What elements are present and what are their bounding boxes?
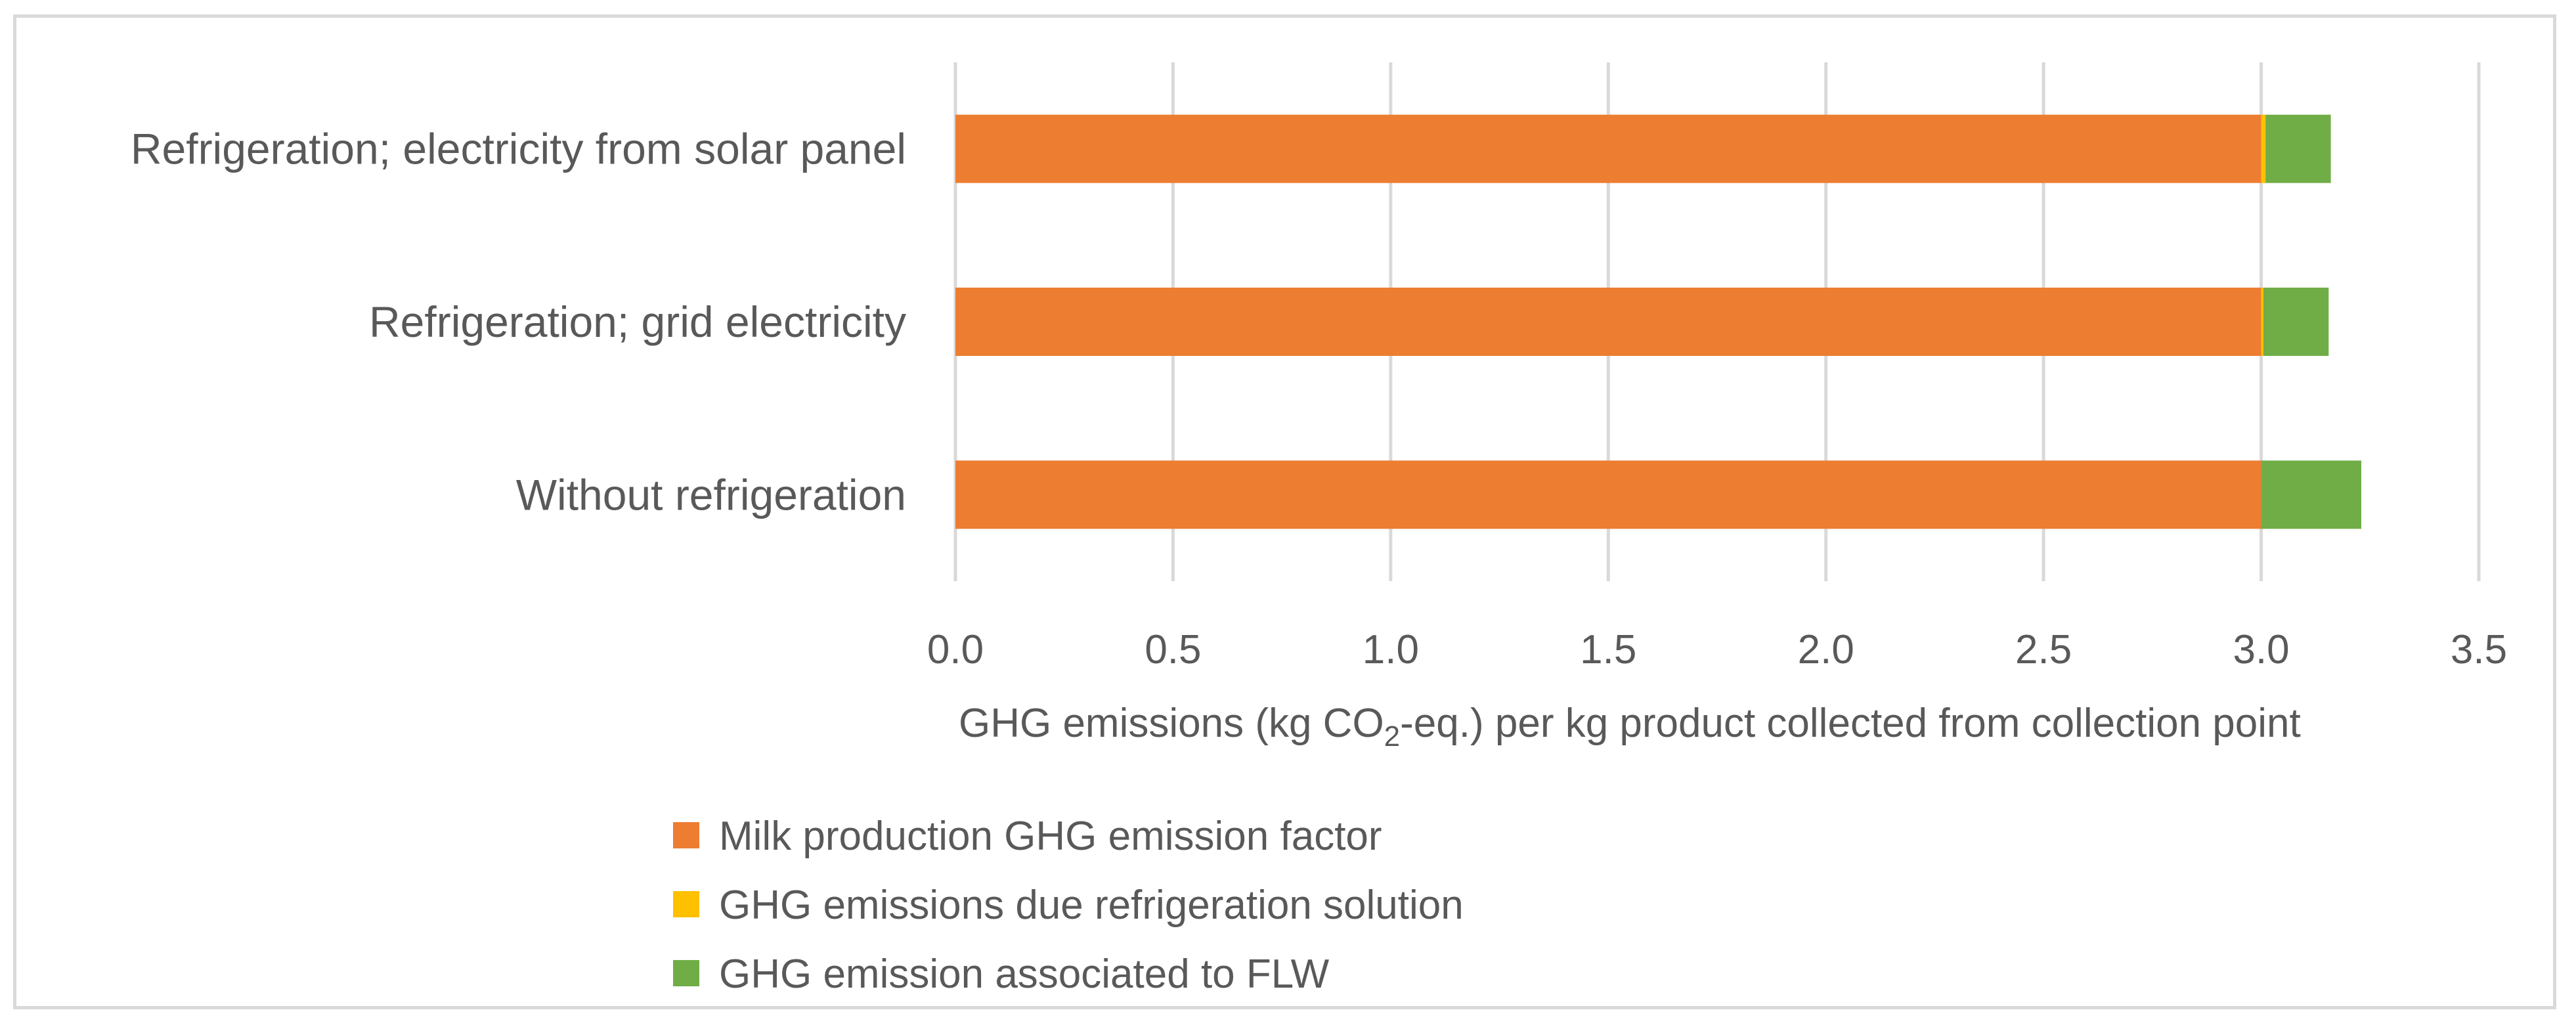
bar-segment-0-1 (2261, 114, 2266, 183)
legend-label-1: GHG emissions due refrigeration solution (719, 883, 1464, 928)
x-tick-label-2: 1.0 (1363, 627, 1419, 672)
x-tick-labels: 0.0 0.5 1.0 1.5 2.0 2.5 3.0 3.5 (927, 627, 2507, 672)
legend-swatch-1 (673, 891, 699, 917)
category-labels: Refrigeration; electricity from solar pa… (131, 125, 906, 519)
x-tick-label-7: 3.5 (2451, 627, 2507, 672)
bar-segment-0-0 (955, 114, 2261, 183)
legend-swatch-0 (673, 822, 699, 848)
legend-swatch-2 (673, 960, 699, 986)
legend-label-2: GHG emission associated to FLW (719, 952, 1330, 997)
legend-label-0: Milk production GHG emission factor (719, 814, 1382, 859)
bar-segment-2-2 (2261, 460, 2362, 529)
x-axis-title: GHG emissions (kg CO2-eq.) per kg produc… (959, 701, 2301, 753)
bar-segment-1-0 (955, 288, 2261, 356)
x-tick-label-3: 1.5 (1580, 627, 1636, 672)
category-label-2: Without refrigeration (516, 470, 906, 519)
x-tick-label-6: 3.0 (2233, 627, 2289, 672)
x-tick-label-4: 2.0 (1798, 627, 1854, 672)
category-label-1: Refrigeration; grid electricity (369, 297, 906, 346)
bar-segment-0-2 (2265, 114, 2331, 183)
bar-segment-2-0 (955, 460, 2261, 529)
x-tick-label-0: 0.0 (927, 627, 984, 672)
bar-segment-1-1 (2261, 288, 2263, 356)
bar-segment-1-2 (2263, 288, 2329, 356)
x-tick-label-1: 0.5 (1145, 627, 1201, 672)
bars (955, 114, 2362, 529)
x-tick-label-5: 2.5 (2015, 627, 2072, 672)
category-label-0: Refrigeration; electricity from solar pa… (131, 125, 906, 173)
legend: Milk production GHG emission factor GHG e… (673, 814, 1464, 997)
